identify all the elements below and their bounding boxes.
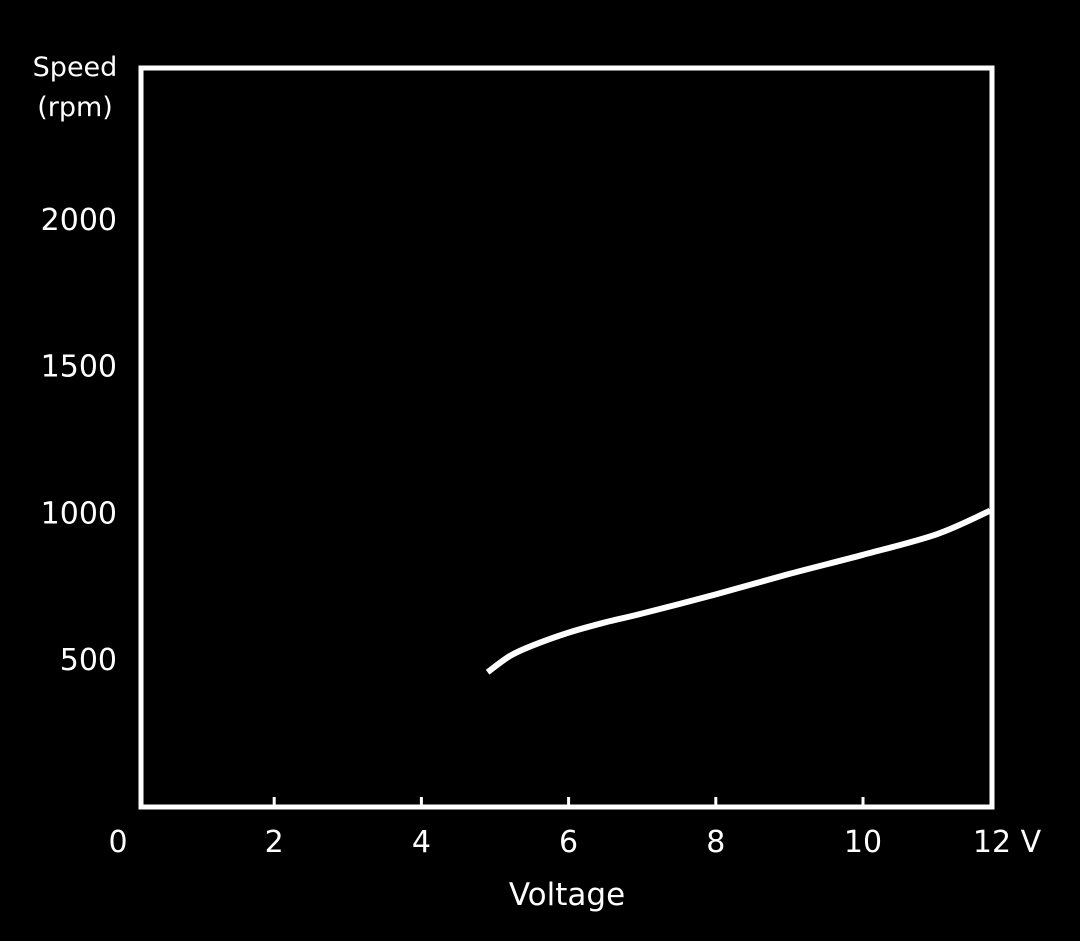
x-tick-label: 8 (706, 825, 725, 860)
y-axis-title-line2: (rpm) (37, 92, 113, 123)
y-axis-labels: 500 1000 1500 2000 (41, 203, 117, 678)
x-tick-label: 2 (265, 825, 284, 860)
x-tick-label: 10 (844, 825, 882, 860)
x-axis-title: Voltage (509, 877, 625, 913)
y-tick-label: 2000 (41, 203, 117, 238)
series-line (485, 508, 992, 675)
x-tick-label: 12 V (973, 825, 1042, 860)
x-tick-label: 6 (559, 825, 578, 860)
plot-frame (138, 65, 995, 810)
y-tick-label: 500 (60, 643, 117, 678)
x-axis-labels: 0 2 4 6 8 10 12 V (108, 825, 1041, 860)
y-axis-title-line1: Speed (33, 52, 118, 83)
y-tick-label: 1500 (41, 350, 117, 385)
gridlines (144, 217, 989, 661)
y-tick-label: 1000 (41, 496, 117, 531)
series-layer (485, 508, 992, 675)
x-axis-ticks (272, 797, 865, 807)
x-tick-label: 0 (108, 825, 127, 860)
x-tick-label: 4 (412, 825, 431, 860)
